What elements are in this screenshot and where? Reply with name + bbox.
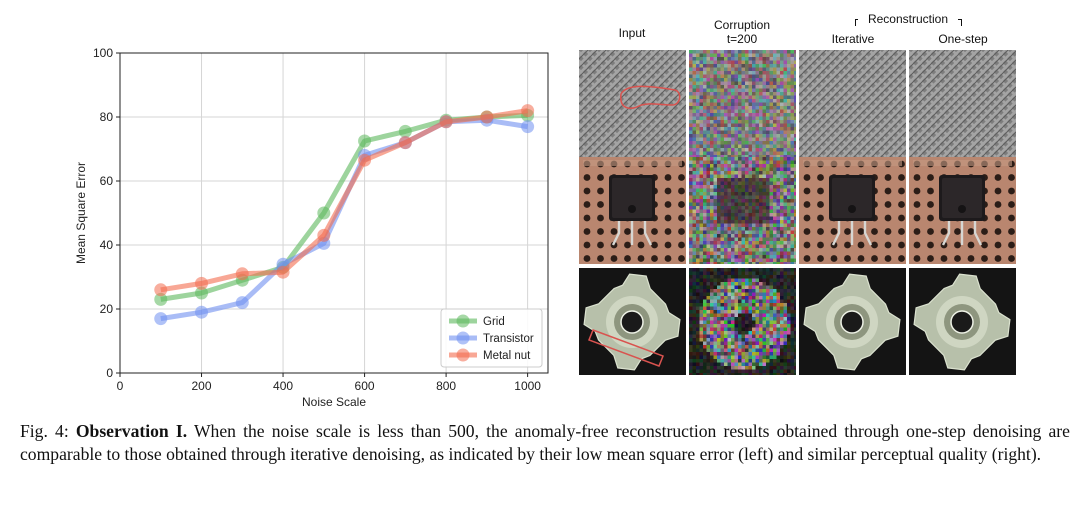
data-point [317, 206, 331, 220]
legend-swatch-marker [456, 331, 470, 345]
nut-iterative-image [799, 268, 906, 375]
data-point [398, 136, 412, 150]
mse-line-chart: 0 200 400 600 800 1000 0 20 40 60 80 100 Noise Scal… [74, 46, 549, 409]
data-point [358, 153, 372, 167]
column-label-corruption: Corruption [713, 18, 771, 32]
legend-label: Grid [483, 316, 505, 328]
x-tick-label: 200 [192, 379, 212, 393]
data-point [521, 120, 535, 134]
caption-label: Fig. 4: [20, 421, 69, 441]
y-tick-label: 20 [100, 302, 114, 316]
y-tick-label: 100 [93, 46, 113, 60]
column-label-reconstruction: Reconstruction [858, 12, 958, 26]
y-tick-label: 40 [100, 238, 114, 252]
x-tick-label: 800 [436, 379, 456, 393]
y-axis-label: Mean Square Error [74, 162, 88, 264]
x-tick-label: 600 [355, 379, 375, 393]
grid-iterative-image [799, 50, 906, 157]
data-point [521, 104, 535, 118]
data-point [195, 276, 209, 290]
plot-frame [119, 52, 549, 374]
grid-onestep-image [909, 50, 1016, 157]
data-point [480, 110, 494, 124]
nut-input-image [579, 268, 686, 375]
legend-swatch-marker [456, 348, 470, 362]
series-line [160, 112, 528, 302]
data-point [276, 265, 290, 279]
data-point [154, 312, 168, 326]
y-tick-label: 80 [100, 110, 114, 124]
caption-bold: Observation I. [75, 421, 188, 441]
data-point [398, 124, 412, 138]
data-point [235, 296, 249, 310]
series-transistor [154, 113, 535, 326]
column-label-onestep: One-step [938, 32, 988, 46]
figure-caption: Fig. 4: Observation I. When the noise sc… [20, 420, 1070, 465]
transistor-iterative-image [799, 157, 906, 264]
y-tick-label: 60 [100, 174, 114, 188]
x-tick-label: 0 [117, 379, 124, 393]
data-point [235, 267, 249, 281]
data-point [439, 115, 453, 129]
data-point [317, 228, 331, 242]
series-grid [154, 108, 535, 306]
x-axis-label: Noise Scale [302, 395, 366, 409]
transistor-onestep-image [909, 157, 1016, 264]
legend-label: Metal nut [483, 350, 531, 362]
legend-label: Transistor [483, 333, 534, 345]
x-tick-label: 1000 [514, 379, 541, 393]
data-point [154, 283, 168, 297]
transistor-corruption-image [689, 157, 796, 264]
column-label-iterative: Iterative [831, 32, 875, 46]
nut-onestep-image [909, 268, 1016, 375]
grid-corruption-image [689, 50, 796, 157]
chart-legend: Grid Transistor Metal nut [440, 308, 543, 368]
series-line [160, 108, 529, 293]
column-label-timestep: t=200 [726, 32, 758, 46]
y-tick-label: 0 [106, 366, 113, 380]
axis-ticks: 0 200 400 600 800 1000 0 20 40 60 80 100 [93, 46, 541, 393]
transistor-input-image [579, 157, 686, 264]
series-layer [154, 104, 535, 326]
data-point [358, 134, 372, 148]
series-metal-nut [154, 104, 535, 297]
data-point [195, 286, 209, 300]
caption-text: When the noise scale is less than 500, t… [20, 421, 1070, 464]
x-tick-label: 400 [273, 379, 293, 393]
data-point [195, 305, 209, 319]
column-label-input: Input [618, 26, 646, 40]
legend-swatch-marker [456, 314, 470, 328]
grid-input-image [579, 50, 686, 157]
nut-corruption-image [689, 268, 796, 375]
data-point [154, 292, 168, 306]
